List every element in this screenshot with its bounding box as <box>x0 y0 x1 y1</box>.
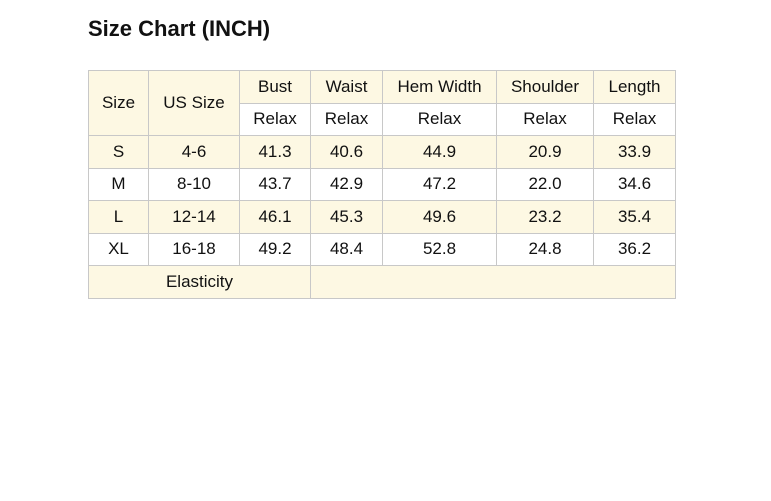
fit-cell: Relax <box>310 102 383 136</box>
table-cell: 41.3 <box>239 135 311 169</box>
table-row: S 4-6 41.3 40.6 44.9 20.9 33.9 <box>88 135 676 169</box>
table-cell: L <box>88 200 149 234</box>
table-cell: XL <box>88 232 149 266</box>
table-cell: 8-10 <box>148 167 240 201</box>
table-cell: 22.0 <box>496 167 594 201</box>
table-cell: 47.2 <box>382 167 497 201</box>
table-cell: 45.3 <box>310 200 383 234</box>
table-cell: 23.2 <box>496 200 594 234</box>
header-cell: Hem Width <box>382 70 497 104</box>
header-cell: Length <box>593 70 676 104</box>
table-cell: 48.4 <box>310 232 383 266</box>
table-cell: 24.8 <box>496 232 594 266</box>
table-cell: 46.1 <box>239 200 311 234</box>
table-cell: 43.7 <box>239 167 311 201</box>
table-row: M 8-10 43.7 42.9 47.2 22.0 34.6 <box>88 167 676 201</box>
table-cell: 40.6 <box>310 135 383 169</box>
table-cell: M <box>88 167 149 201</box>
header-cell: Bust <box>239 70 311 104</box>
header-cell: Waist <box>310 70 383 104</box>
table-row: Elasticity <box>88 265 676 299</box>
table-body: Size US Size Bust Waist Hem Width Shoulder Len… <box>88 70 676 299</box>
table-row: Size US Size Bust Waist Hem Width Shoulder Len… <box>88 70 676 136</box>
fit-cell: Relax <box>593 102 676 136</box>
table-cell: 49.6 <box>382 200 497 234</box>
table-row: L 12-14 46.1 45.3 49.6 23.2 35.4 <box>88 200 676 234</box>
fit-cell: Relax <box>239 102 311 136</box>
table-cell: 12-14 <box>148 200 240 234</box>
footer-empty <box>310 265 676 299</box>
table-cell: S <box>88 135 149 169</box>
table-cell: 20.9 <box>496 135 594 169</box>
table-cell: 4-6 <box>148 135 240 169</box>
table-cell: 49.2 <box>239 232 311 266</box>
size-table: Size US Size Bust Waist Hem Width Shoulder Len… <box>88 70 676 299</box>
table-cell: 42.9 <box>310 167 383 201</box>
table-cell: 36.2 <box>593 232 676 266</box>
table-cell: 52.8 <box>382 232 497 266</box>
header-cell: US Size <box>148 70 240 136</box>
table-row: Relax Relax Relax Relax Relax <box>88 102 676 136</box>
table-row: XL 16-18 49.2 48.4 52.8 24.8 36.2 <box>88 232 676 266</box>
table-cell: 33.9 <box>593 135 676 169</box>
table-cell: 34.6 <box>593 167 676 201</box>
header-cell: Shoulder <box>496 70 594 104</box>
footer-label: Elasticity <box>88 265 311 299</box>
table-cell: 44.9 <box>382 135 497 169</box>
fit-cell: Relax <box>382 102 497 136</box>
table-cell: 35.4 <box>593 200 676 234</box>
title: Size Chart (INCH) <box>88 16 271 41</box>
table-cell: 16-18 <box>148 232 240 266</box>
fit-cell: Relax <box>496 102 594 136</box>
header-cell: Size <box>88 70 149 136</box>
